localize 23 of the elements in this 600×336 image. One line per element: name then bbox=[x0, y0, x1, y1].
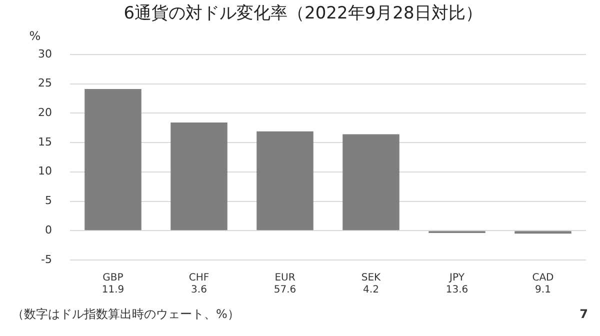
y-tick-label: 15 bbox=[38, 135, 52, 148]
y-tick-label: 30 bbox=[38, 47, 52, 60]
bar bbox=[170, 122, 228, 230]
x-tick-label: SEK 4.2 bbox=[361, 272, 382, 296]
y-tick-label: 0 bbox=[44, 223, 52, 236]
x-tick-label: EUR 57.6 bbox=[274, 272, 296, 296]
bar bbox=[256, 131, 314, 230]
bar bbox=[342, 134, 400, 230]
y-tick-label: 20 bbox=[38, 106, 52, 119]
bar bbox=[84, 89, 142, 230]
bar bbox=[514, 231, 572, 234]
y-tick-label: 10 bbox=[38, 164, 52, 178]
x-tick-label: CAD 9.1 bbox=[532, 272, 554, 296]
y-tick-label: 5 bbox=[44, 194, 52, 208]
text: （数字はドル指数算出時のウェート、%） bbox=[12, 307, 240, 321]
x-tick-label: GBP 11.9 bbox=[102, 272, 124, 296]
x-tick-label: CHF 3.6 bbox=[188, 272, 210, 296]
chart-title: 6通貨の対ドル変化率（2022年9月28日対比） bbox=[124, 4, 482, 24]
text: 7 bbox=[580, 307, 588, 321]
y-axis-title: % bbox=[29, 29, 41, 43]
x-tick-label: JPY 13.6 bbox=[446, 272, 468, 296]
y-tick-label: -5 bbox=[41, 252, 52, 266]
y-tick-label: 25 bbox=[38, 76, 52, 90]
